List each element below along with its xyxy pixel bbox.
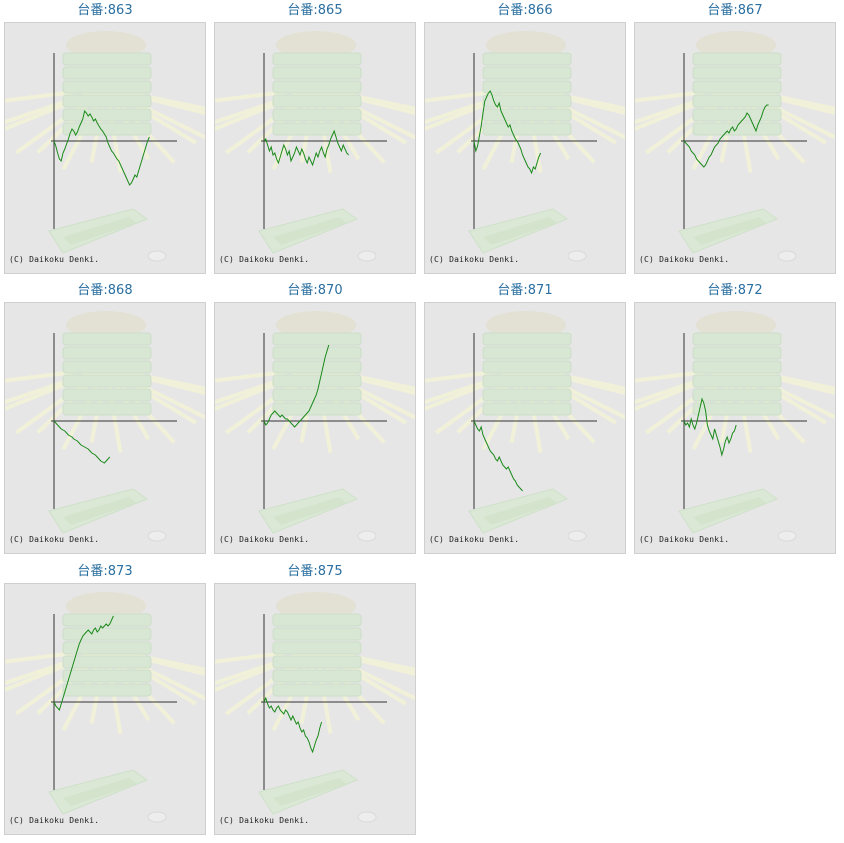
chart-svg	[635, 311, 835, 542]
series-line	[53, 420, 111, 464]
copyright-text: (C) Daikoku Denki.	[639, 535, 730, 544]
copyright-text: (C) Daikoku Denki.	[9, 535, 100, 544]
chart-frame: (C) Daikoku Denki.	[4, 583, 206, 835]
chart-svg	[425, 311, 625, 542]
chart-panel: 台番:871 (C) Daikoku Denki.	[420, 280, 630, 560]
chart-panel: 台番:863 (C) Daikoku Denki.	[0, 0, 210, 280]
chart-frame: (C) Daikoku Denki.	[4, 302, 206, 554]
series-line	[473, 420, 523, 492]
chart-panel: 台番:866 (C) Daikoku Denki.	[420, 0, 630, 280]
series-line	[53, 109, 150, 186]
copyright-text: (C) Daikoku Denki.	[429, 535, 520, 544]
chart-panel: 台番:870 (C) Daikoku Denki.	[210, 280, 420, 560]
chart-title[interactable]: 台番:875	[287, 564, 343, 579]
chart-svg	[5, 31, 205, 262]
chart-title[interactable]: 台番:865	[287, 3, 343, 18]
copyright-text: (C) Daikoku Denki.	[639, 255, 730, 264]
chart-frame: (C) Daikoku Denki.	[634, 302, 836, 554]
chart-svg	[215, 31, 415, 262]
series-line	[683, 397, 737, 457]
chart-panel: 台番:867 (C) Daikoku Denki.	[630, 0, 840, 280]
background-art	[5, 311, 205, 542]
copyright-text: (C) Daikoku Denki.	[219, 255, 310, 264]
chart-frame: (C) Daikoku Denki.	[424, 22, 626, 274]
series-line	[263, 344, 330, 428]
chart-frame: (C) Daikoku Denki.	[634, 22, 836, 274]
background-art	[425, 311, 625, 542]
series-line	[263, 696, 323, 754]
copyright-text: (C) Daikoku Denki.	[9, 816, 100, 825]
series-line	[683, 104, 769, 168]
chart-frame: (C) Daikoku Denki.	[4, 22, 206, 274]
chart-frame: (C) Daikoku Denki.	[214, 302, 416, 554]
chart-title[interactable]: 台番:867	[707, 3, 763, 18]
background-art	[5, 592, 205, 823]
chart-svg	[215, 592, 415, 823]
chart-svg	[5, 311, 205, 542]
chart-panel: 台番:865 (C) Daikoku Denki.	[210, 0, 420, 280]
chart-title[interactable]: 台番:866	[497, 3, 553, 18]
chart-panel: 台番:872 (C) Daikoku Denki.	[630, 280, 840, 560]
series-line	[473, 90, 542, 175]
chart-title[interactable]: 台番:872	[707, 283, 763, 298]
chart-title[interactable]: 台番:871	[497, 283, 553, 298]
chart-panel: 台番:873 (C) Daikoku Denki.	[0, 561, 210, 841]
chart-title[interactable]: 台番:868	[77, 283, 133, 298]
chart-title[interactable]: 台番:863	[77, 3, 133, 18]
copyright-text: (C) Daikoku Denki.	[219, 816, 310, 825]
chart-frame: (C) Daikoku Denki.	[214, 22, 416, 274]
background-art	[215, 311, 415, 542]
background-art	[215, 592, 415, 823]
chart-title[interactable]: 台番:870	[287, 283, 343, 298]
background-art	[635, 311, 835, 542]
copyright-text: (C) Daikoku Denki.	[9, 255, 100, 264]
copyright-text: (C) Daikoku Denki.	[219, 535, 310, 544]
copyright-text: (C) Daikoku Denki.	[429, 255, 520, 264]
chart-svg	[635, 31, 835, 262]
chart-svg	[215, 311, 415, 542]
chart-panel: 台番:875 (C) Daikoku Denki.	[210, 561, 420, 841]
chart-frame: (C) Daikoku Denki.	[424, 302, 626, 554]
background-art	[425, 31, 625, 262]
chart-panel: 台番:868 (C) Daikoku Denki.	[0, 280, 210, 560]
series-line	[263, 129, 349, 167]
chart-svg	[425, 31, 625, 262]
chart-frame: (C) Daikoku Denki.	[214, 583, 416, 835]
background-art	[215, 31, 415, 262]
chart-svg	[5, 592, 205, 823]
background-art	[5, 31, 205, 262]
chart-title[interactable]: 台番:873	[77, 564, 133, 579]
background-art	[635, 31, 835, 262]
series-line	[53, 615, 114, 711]
